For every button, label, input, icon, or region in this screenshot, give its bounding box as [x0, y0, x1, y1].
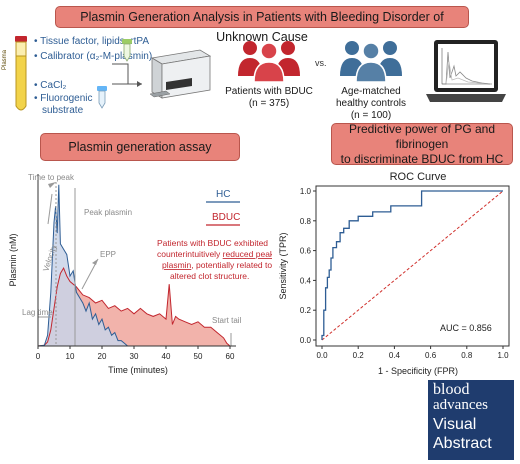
predictive-banner-line-1: Predictive power of PG and fibrinogen	[348, 121, 496, 151]
peak-plasmin-label: Peak plasmin	[84, 208, 132, 217]
bduc-line	[37, 266, 231, 347]
healthy-controls-icon	[340, 41, 402, 82]
pg-xlabel: Time (minutes)	[108, 365, 168, 375]
finding-line-2: counterintuitively reduced peak	[157, 249, 272, 259]
brand-line-1: blood	[433, 381, 470, 398]
plasma-tube-icon	[15, 36, 27, 111]
pg-x-tick-label: 40	[162, 352, 171, 361]
pg-x-tick-label: 0	[36, 352, 41, 361]
start-tail-label: Start tail	[212, 316, 242, 325]
roc-chance-line	[321, 190, 504, 341]
roc-frame	[315, 185, 510, 347]
hc-group-label-1: Age-matched	[341, 86, 401, 97]
roc-y-tick-label: 1.0	[300, 187, 312, 196]
roc-y-tick-label: 0.6	[300, 247, 312, 256]
ttp-arrow	[48, 182, 56, 188]
legend-bduc-label: BDUC	[212, 212, 240, 223]
reagent-substrate-2: substrate	[42, 105, 84, 116]
predictive-banner: Predictive power of PG and fibrinogen to…	[331, 121, 513, 166]
roc-x-tick-label: 0.0	[316, 351, 328, 360]
plate-reader-icon	[149, 49, 212, 99]
laptop-icon	[426, 40, 506, 102]
bduc-group-n: (n = 375)	[248, 98, 290, 109]
auc-label: AUC = 0.856	[440, 323, 492, 333]
roc-x-tick-label: 0.2	[353, 351, 365, 360]
brand-line-2: advances	[433, 397, 488, 413]
roc-ylabel: Sensitivity (TPR)	[278, 232, 288, 299]
tube-label: Plasma	[2, 49, 8, 70]
hc-group-n: (n = 100)	[350, 110, 392, 121]
bduc-group-label: Patients with BDUC	[225, 86, 313, 97]
blue-tube-icon	[97, 86, 107, 109]
pg-x-tick-label: 20	[98, 352, 107, 361]
annotation-guides	[38, 182, 232, 346]
vs-label: vs.	[315, 58, 327, 68]
pg-ylabel: Plasmin (nM)	[8, 233, 18, 286]
finding-line-3: plasmin, potentially related to	[162, 260, 272, 270]
hc-area	[38, 184, 128, 346]
roc-y-tick-label: 0.4	[300, 276, 312, 285]
time-to-peak-label: Time to peak	[28, 173, 75, 182]
hc-line	[37, 184, 128, 347]
pg-x-tick-label: 10	[66, 352, 75, 361]
roc-x-tick-label: 1.0	[497, 351, 509, 360]
roc-y-tick-label: 0.2	[300, 306, 312, 315]
roc-x-tick-label: 0.6	[425, 351, 437, 360]
reagent-cacl2: • CaCl₂	[34, 80, 67, 91]
roc-title: ROC Curve	[390, 171, 447, 183]
brand-logo: blood advances Visual Abstract	[428, 380, 514, 460]
epp-arrow	[92, 259, 98, 265]
lag-time-label: Lag time	[22, 308, 53, 317]
bduc-patients-icon	[238, 41, 300, 82]
green-tube-icon	[122, 39, 132, 62]
hc-group-label-2: healthy controls	[335, 98, 407, 109]
roc-x-tick-label: 0.4	[389, 351, 401, 360]
assay-banner: Plasmin generation assay	[40, 133, 240, 161]
pg-x-tick-label: 60	[226, 352, 235, 361]
plasmin-generation-chart: 0 10 20 30 40 50 60 Time (minutes) Plasmin (nM…	[8, 173, 272, 375]
finding-line-4: altered clot structure.	[170, 271, 249, 281]
legend-hc-label: HC	[216, 189, 230, 200]
arrow-icon	[112, 63, 142, 87]
pg-x-tick-label: 30	[130, 352, 139, 361]
main-title-banner: Plasmin Generation Analysis in Patients …	[55, 6, 469, 44]
epp-label: EPP	[100, 250, 116, 259]
brand-line-4: Abstract	[433, 435, 492, 452]
predictive-banner-line-2: to discriminate BDUC from HC	[340, 151, 504, 166]
roc-x-tick-label: 0.8	[461, 351, 473, 360]
roc-y-tick-label: 0.0	[300, 336, 312, 345]
reagent-tf: • Tissue factor, lipids, rtPA	[34, 36, 150, 47]
brand-line-3: Visual	[433, 416, 477, 433]
roc-y-tick-label: 0.8	[300, 217, 312, 226]
reagent-calibrator: • Calibrator (α₂-M-plasmin)	[34, 51, 153, 62]
finding-line-1: Patients with BDUC exhibited	[157, 238, 268, 248]
roc-curve-chart: ROC Curve 0.0 0.2 0.4 0.6 0.8 1.0 0.0 0.2 0.4 0.6…	[278, 171, 510, 376]
roc-xlabel: 1 - Specificity (FPR)	[378, 366, 458, 376]
reagent-substrate: • Fluorogenic	[34, 93, 93, 104]
roc-curve-line	[321, 190, 503, 340]
pg-x-tick-label: 50	[194, 352, 203, 361]
